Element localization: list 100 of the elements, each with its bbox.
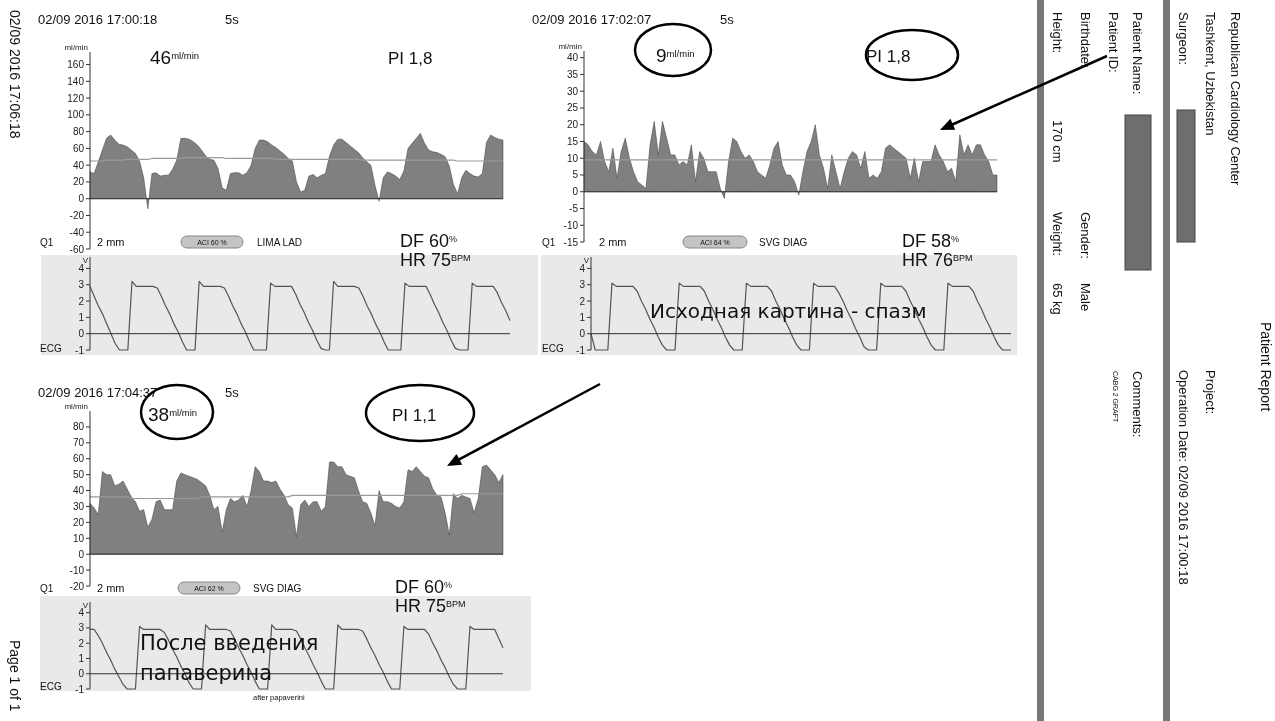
annotation: HR 75$^{BPM}$ <box>400 250 471 270</box>
text: Weight: <box>1050 212 1065 256</box>
y-tick-label: 40 <box>72 159 85 171</box>
y-tick-label: 0 <box>78 328 85 340</box>
y-tick-label: 20 <box>566 119 579 131</box>
y-axis-title: ml/min <box>64 402 88 411</box>
y-tick-label: 35 <box>566 68 579 80</box>
y-tick-label: 4 <box>78 607 85 619</box>
y-tick-label: -15 <box>563 236 579 248</box>
y-tick-label: 4 <box>78 262 85 274</box>
annotation: SVG DIAG <box>253 583 302 594</box>
y-tick-label: 3 <box>78 622 85 634</box>
text: Patient Report <box>1258 322 1274 412</box>
annotation: 46$^{ml/min}$ <box>150 47 200 68</box>
y-tick-label: 40 <box>566 52 579 64</box>
annotation: HR 76$^{BPM}$ <box>902 250 973 270</box>
annotation: HR 75$^{BPM}$ <box>395 596 466 616</box>
y-axis-title: ml/min <box>64 43 88 52</box>
line-series <box>89 624 504 690</box>
text: Gender: <box>1078 212 1093 259</box>
text: Comments: <box>1130 371 1145 438</box>
annotation: PI 1,8 <box>388 49 433 68</box>
annotation: 2 mm <box>599 236 627 248</box>
y-axis-title: V <box>583 256 590 265</box>
y-tick-label: 60 <box>72 453 85 465</box>
y-tick-label: -10 <box>69 564 85 576</box>
y-tick-label: 25 <box>566 102 579 114</box>
text: Patient ID: <box>1106 12 1121 73</box>
y-tick-label: -10 <box>563 219 579 231</box>
y-tick-label: 0 <box>78 668 85 680</box>
y-tick-label: 3 <box>579 279 586 291</box>
y-tick-label: -40 <box>69 226 85 238</box>
y-tick-label: -5 <box>569 202 579 214</box>
annotation: 2 mm <box>97 236 125 248</box>
y-axis-title: ml/min <box>558 42 582 51</box>
text: Operation Date: 02/09 2016 17:00:18 <box>1176 370 1191 585</box>
text: 170 cm <box>1050 120 1065 163</box>
y-tick-label: 120 <box>67 92 85 104</box>
y-tick-label: 30 <box>566 85 579 97</box>
annotation: DF 58$^{%}$ <box>902 231 960 251</box>
text: Male <box>1078 283 1093 312</box>
y-tick-label: 0 <box>78 548 85 560</box>
y-tick-label: -60 <box>69 243 85 255</box>
annotation: DF 60$^{%}$ <box>400 231 458 251</box>
y-tick-label: -1 <box>75 344 85 356</box>
y-tick-label: -20 <box>69 209 85 221</box>
text: Birthdate: <box>1078 12 1093 68</box>
y-tick-label: 40 <box>72 485 85 497</box>
chart-subtitle: 5s <box>225 385 240 400</box>
annotation: SVG DIAG <box>759 237 808 248</box>
chart-title: 02/09 2016 17:02:07 <box>532 12 652 27</box>
y-tick-label: 10 <box>72 532 85 544</box>
text: Height: <box>1050 12 1065 54</box>
chart-subtitle: 5s <box>720 12 735 27</box>
y-tick-label: 50 <box>72 469 85 481</box>
text: 65 kg <box>1050 283 1065 315</box>
y-tick-label: -1 <box>75 683 85 695</box>
y-tick-label: 60 <box>72 142 85 154</box>
y-tick-label: 160 <box>67 59 85 71</box>
y-tick-label: 2 <box>78 295 85 307</box>
y-tick-label: 2 <box>579 295 586 307</box>
y-tick-label: 10 <box>566 152 579 164</box>
y-tick-label: 1 <box>579 311 586 323</box>
y-tick-label: -20 <box>69 580 85 592</box>
text: Patient Name: <box>1130 12 1145 95</box>
text: Q1 <box>40 583 54 594</box>
y-tick-label: 0 <box>572 186 579 198</box>
text: ECG <box>40 681 62 692</box>
text: Page 1 of 1 <box>7 640 23 712</box>
text: 02/09 2016 17:06:18 <box>7 10 23 139</box>
text: ECG <box>542 343 564 354</box>
annotation: 2 mm <box>97 582 125 594</box>
y-axis-title: V <box>82 256 89 265</box>
line-series <box>89 280 511 351</box>
y-tick-label: 80 <box>72 126 85 138</box>
text: Project: <box>1203 370 1218 415</box>
text: Q1 <box>40 237 54 248</box>
text: Q1 <box>542 237 556 248</box>
y-tick-label: -1 <box>576 344 586 356</box>
y-tick-label: 2 <box>78 637 85 649</box>
text: Tashkent, Uzbekistan <box>1203 12 1218 136</box>
annotation: DF 60$^{%}$ <box>395 577 453 597</box>
y-tick-label: 30 <box>72 500 85 512</box>
annotation: 9$^{ml/min}$ <box>656 45 695 66</box>
text: Republican Cardiology Center <box>1228 12 1243 187</box>
y-tick-label: 0 <box>579 328 586 340</box>
y-tick-label: 100 <box>67 109 85 121</box>
text: Surgeon: <box>1176 12 1191 65</box>
y-tick-label: 70 <box>72 437 85 449</box>
chart-title: 02/09 2016 17:00:18 <box>38 12 158 27</box>
annotation: LIMA LAD <box>257 237 303 248</box>
chart-subtitle: 5s <box>225 12 240 27</box>
y-tick-label: 15 <box>566 135 579 147</box>
y-tick-label: 1 <box>78 652 85 664</box>
y-tick-label: 1 <box>78 311 85 323</box>
y-tick-label: 20 <box>72 176 85 188</box>
y-tick-label: 0 <box>78 193 85 205</box>
y-tick-label: 140 <box>67 75 85 87</box>
y-tick-label: 20 <box>72 516 85 528</box>
y-tick-label: 4 <box>579 262 586 274</box>
